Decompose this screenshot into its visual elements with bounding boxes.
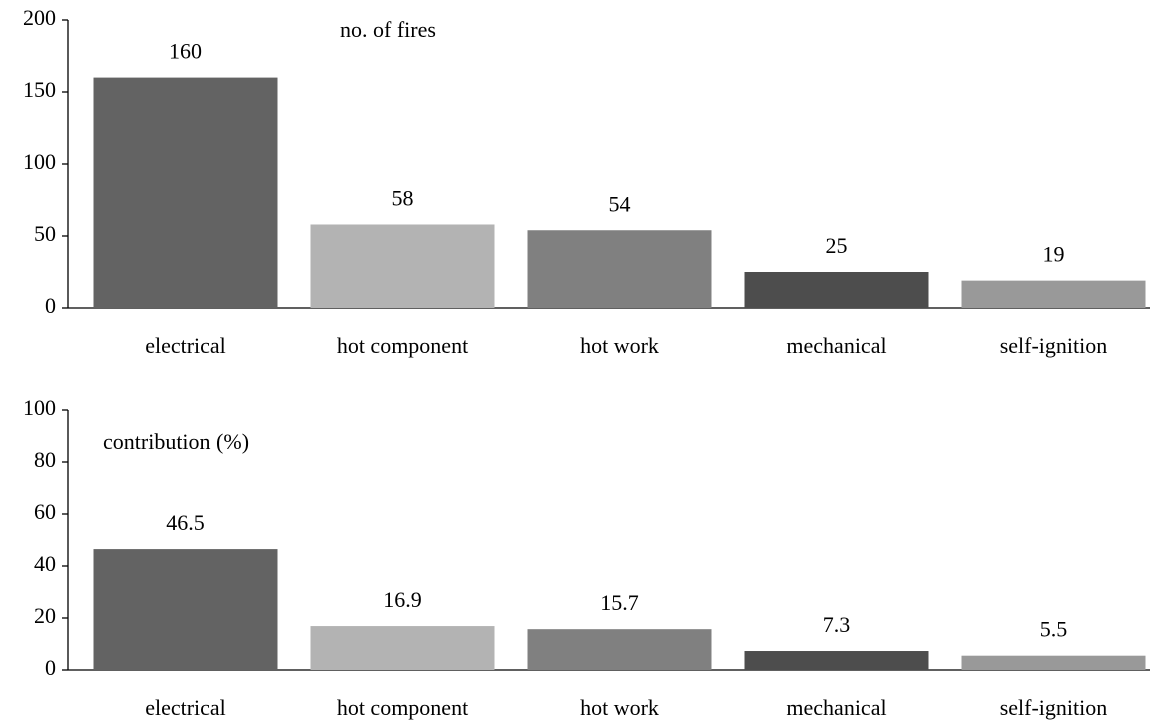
x-tick-label: hot work: [580, 333, 659, 358]
y-tick-label: 40: [34, 551, 56, 576]
y-tick-label: 100: [23, 149, 56, 174]
data-label: 25: [826, 233, 848, 258]
y-tick-label: 50: [34, 221, 56, 246]
y-tick-label: 200: [23, 5, 56, 30]
data-label: 46.5: [166, 510, 205, 535]
x-tick-label: hot component: [337, 695, 468, 720]
x-tick-label: self-ignition: [1000, 695, 1108, 720]
x-tick-label: hot component: [337, 333, 468, 358]
y-tick-label: 60: [34, 499, 56, 524]
bar: [527, 629, 712, 670]
x-tick-label: self-ignition: [1000, 333, 1108, 358]
x-tick-label: mechanical: [786, 695, 886, 720]
y-tick-label: 150: [23, 77, 56, 102]
y-tick-label: 80: [34, 447, 56, 472]
x-tick-label: mechanical: [786, 333, 886, 358]
data-label: 7.3: [823, 612, 851, 637]
data-label: 19: [1043, 242, 1065, 267]
data-label: 160: [169, 39, 202, 64]
data-label: 54: [609, 191, 631, 216]
bar: [310, 224, 495, 308]
bar: [961, 655, 1146, 670]
y-tick-label: 100: [23, 395, 56, 420]
bar: [93, 549, 278, 670]
y-tick-label: 0: [45, 293, 56, 318]
bar: [744, 651, 929, 670]
data-label: 15.7: [600, 590, 639, 615]
bar: [744, 272, 929, 308]
annotation: no. of fires: [340, 17, 436, 42]
annotation: contribution (%): [103, 429, 249, 454]
bar: [961, 280, 1146, 308]
bar: [93, 77, 278, 308]
x-tick-label: hot work: [580, 695, 659, 720]
bar: [527, 230, 712, 308]
y-tick-label: 0: [45, 655, 56, 680]
data-label: 58: [392, 186, 414, 211]
data-label: 5.5: [1040, 617, 1068, 642]
y-tick-label: 20: [34, 603, 56, 628]
bar: [310, 626, 495, 670]
x-tick-label: electrical: [145, 695, 226, 720]
x-tick-label: electrical: [145, 333, 226, 358]
data-label: 16.9: [383, 587, 422, 612]
